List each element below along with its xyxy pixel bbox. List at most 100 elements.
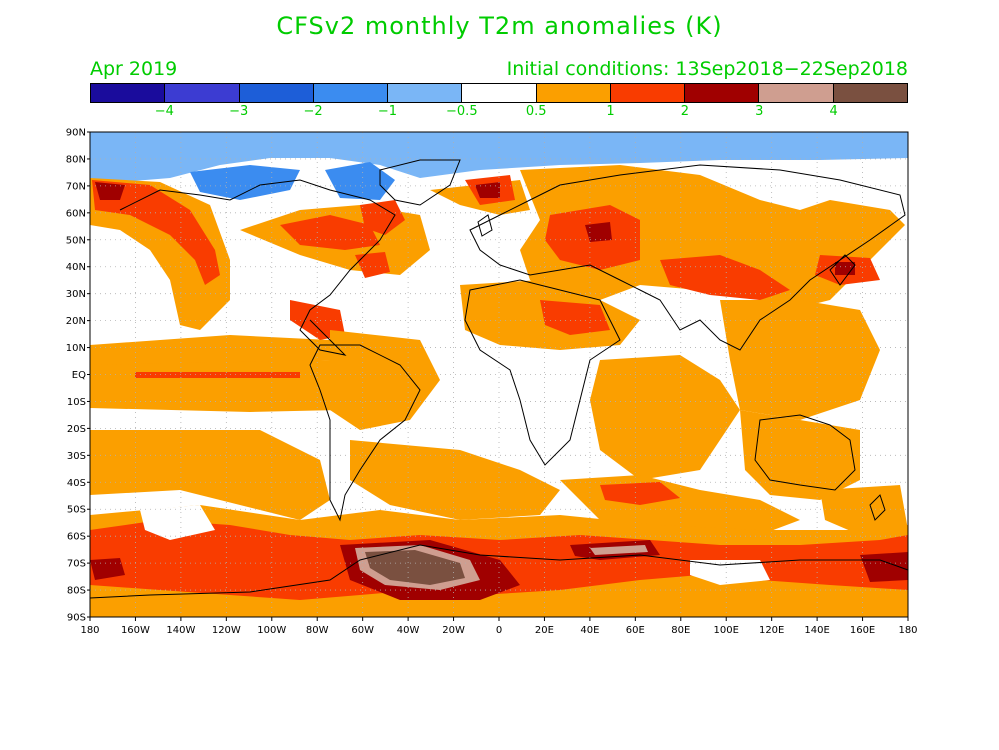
colorbar — [90, 83, 908, 103]
longitude-label: 120E — [759, 625, 784, 636]
longitude-label: 140W — [166, 625, 195, 636]
longitude-label: 60E — [626, 625, 645, 636]
colorbar-label: 1 — [606, 104, 615, 119]
colorbar-segment — [313, 84, 389, 102]
canada-red — [280, 215, 380, 250]
eurasia-coast — [469, 164, 906, 351]
alaska-red — [92, 180, 220, 285]
central-america-red — [290, 300, 345, 340]
colorbar-label: 0.5 — [525, 104, 547, 119]
south-pacific-warm — [90, 430, 330, 520]
south-indian-red — [600, 482, 680, 505]
greenland-coast — [379, 159, 461, 206]
longitude-label: 40W — [397, 625, 420, 636]
colorbar-label: 2 — [680, 104, 690, 119]
longitude-label: 60W — [351, 625, 374, 636]
colorbar-segment — [536, 84, 611, 102]
latitude-label: 30S — [67, 451, 86, 462]
africa-coast — [464, 279, 621, 466]
west-pacific-warm — [720, 300, 880, 420]
japan-coast — [829, 254, 856, 286]
weddell-brown — [365, 550, 465, 585]
colorbar-segment — [239, 84, 314, 102]
colorbar-label: 4 — [829, 104, 838, 119]
latitude-label: 80N — [66, 154, 86, 165]
latitude-label: 40N — [66, 262, 86, 273]
antarctica-coast — [89, 544, 909, 599]
latitude-label: 80S — [67, 586, 86, 597]
longitude-label: 100W — [257, 625, 286, 636]
latitude-label: 90S — [67, 613, 86, 624]
south-pacific-gap — [140, 505, 215, 540]
colorbar-segment — [91, 84, 166, 102]
latitude-label: 40S — [67, 478, 86, 489]
longitude-label: 40E — [580, 625, 599, 636]
latitude-label: 30N — [66, 289, 86, 300]
colorbar-label: −3 — [229, 104, 249, 119]
longitude-label: 180 — [898, 625, 917, 636]
latitude-label: 70S — [67, 559, 86, 570]
uk-coast — [477, 214, 493, 237]
graticule — [90, 132, 908, 617]
longitude-label: 80E — [671, 625, 690, 636]
latitude-label: 90N — [66, 128, 86, 139]
labrador-red — [360, 200, 405, 235]
equatorial-pacific-warm — [90, 360, 340, 412]
longitude-label: 100E — [714, 625, 739, 636]
map-title: CFSv2 monthly T2m anomalies (K) — [276, 12, 723, 40]
latitude-label: 50N — [66, 235, 86, 246]
nz-warm — [820, 485, 908, 535]
colorbar-segment — [833, 84, 907, 102]
alaska-darkred — [95, 182, 125, 200]
sahara-red — [540, 300, 610, 335]
latitude-label: EQ — [72, 370, 86, 381]
australia-coast — [754, 414, 856, 491]
colorbar-segment — [462, 84, 537, 102]
colorbar-label: −2 — [303, 104, 323, 119]
latitude-label: 60S — [67, 532, 86, 543]
south-america-coast — [309, 344, 421, 522]
latitude-label: 20S — [67, 424, 86, 435]
initial-conditions-label: Initial conditions: 13Sep2018−22Sep2018 — [506, 58, 908, 80]
europe-darkred — [585, 222, 612, 242]
south-atlantic-warm — [350, 440, 560, 520]
east-antarctic-pink — [590, 545, 648, 555]
longitude-label: 0 — [496, 625, 502, 636]
longitude-label: 20W — [442, 625, 465, 636]
latitude-label: 70N — [66, 181, 86, 192]
colorbar-segment — [610, 84, 686, 102]
colorbar-segment — [685, 84, 760, 102]
latitude-label: 20N — [66, 316, 86, 327]
longitude-label: 80W — [306, 625, 329, 636]
us-east-red — [355, 252, 390, 278]
asia-red — [660, 255, 790, 300]
colorbar-label: 3 — [755, 104, 764, 119]
colorbar-segment — [759, 84, 834, 102]
latitude-label: 60N — [66, 208, 86, 219]
longitude-label: 20E — [535, 625, 554, 636]
longitude-label: 160W — [121, 625, 150, 636]
nz-coast — [869, 494, 886, 521]
greenland-blue-patch — [325, 162, 395, 200]
indian-ocean-warm — [590, 355, 740, 480]
longitude-label: 120W — [212, 625, 241, 636]
longitude-label: 140E — [804, 625, 829, 636]
colorbar-label: −4 — [154, 104, 174, 119]
latitude-label: 10N — [66, 343, 86, 354]
iceland-darkred — [475, 182, 500, 198]
longitude-label: 180 — [80, 625, 99, 636]
colorbar-label: −0.5 — [446, 104, 478, 119]
latitude-labels: 90N 80N 70N 60N 50N 40N 30N 20N 10N EQ 10S 20S 30S 40… — [66, 128, 86, 624]
colorbar-segment — [388, 84, 463, 102]
eurasia-warm — [520, 165, 905, 310]
axis-ticks — [87, 131, 909, 621]
ross-sea-darkred — [90, 558, 125, 580]
north-america-coast — [119, 179, 396, 356]
valid-month-label: Apr 2019 — [90, 58, 178, 80]
longitude-labels: 180 160W 140W 120W 100W 80W 60W 40W 20W 0 20E 40E 60… — [80, 625, 917, 636]
longitude-label: 160E — [850, 625, 875, 636]
latitude-label: 10S — [67, 397, 86, 408]
arctic-blue-patch — [190, 165, 300, 200]
colorbar-label: −1 — [377, 104, 398, 119]
